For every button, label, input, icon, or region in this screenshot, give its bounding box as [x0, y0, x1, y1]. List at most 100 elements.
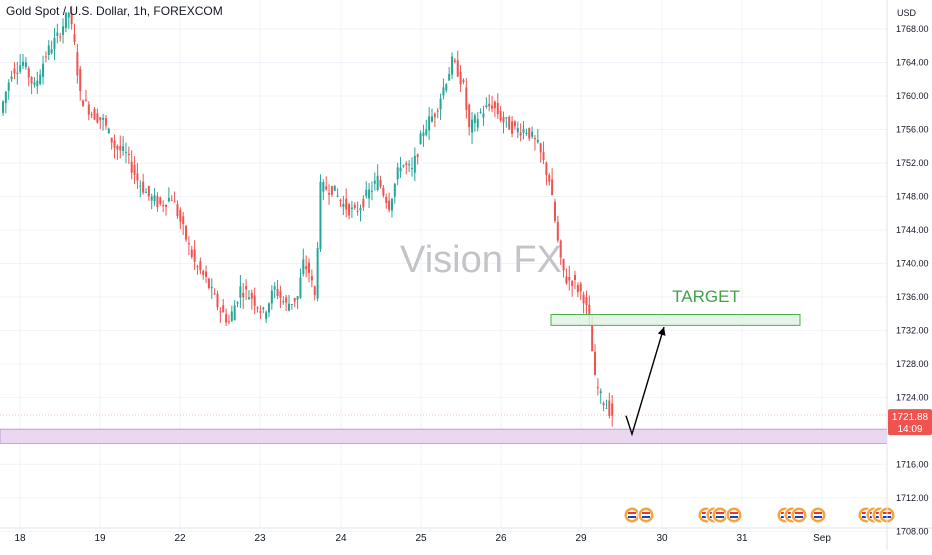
candle-body: [574, 275, 576, 281]
candle-body: [273, 286, 276, 290]
candle-body: [104, 118, 107, 126]
candle-body: [285, 297, 288, 303]
candle-body: [225, 314, 228, 323]
currency-label: USD: [897, 8, 917, 18]
us-flag-event-icon: [809, 506, 827, 524]
time-tick: 26: [495, 533, 507, 544]
candle-body: [322, 182, 325, 192]
candle-body: [519, 132, 522, 136]
support-zone[interactable]: [0, 428, 888, 444]
candle-body: [73, 34, 76, 42]
candle-body: [279, 291, 282, 298]
candle-body: [239, 286, 242, 298]
price-axis[interactable]: 1768.00 1764.00 1760.00 1756.00 1752.00 1748.…: [896, 24, 929, 536]
candle-body: [19, 65, 22, 72]
last-price-value: 1721.88: [892, 412, 929, 423]
candle-body: [348, 204, 351, 216]
candle-body: [542, 152, 545, 161]
candle-body: [56, 32, 59, 36]
candle-body: [499, 111, 502, 121]
candle-body: [459, 71, 462, 85]
candle-body: [227, 321, 230, 323]
candle-body: [356, 210, 359, 212]
candle-body: [405, 163, 408, 166]
candle-body: [436, 110, 439, 112]
candle-body: [290, 303, 293, 305]
arrow-head-icon: [657, 327, 666, 336]
candle-body: [453, 60, 456, 62]
candle-body: [53, 38, 56, 49]
candle-body: [502, 117, 505, 123]
us-flag-event-icon: [637, 506, 655, 524]
candle-body: [179, 210, 182, 222]
candle-body: [193, 249, 196, 262]
candle-body: [122, 146, 125, 151]
price-tick: 1756.00: [896, 125, 929, 135]
candle-body: [233, 305, 236, 321]
candle-body: [96, 113, 99, 123]
candle-body: [176, 204, 179, 217]
candle-body: [170, 199, 173, 201]
time-tick: 29: [575, 533, 587, 544]
candle-body: [511, 121, 514, 134]
candle-body: [545, 162, 548, 176]
candle-body: [376, 175, 379, 191]
time-axis[interactable]: 18 19 22 23 24 25 26 29 30 31 Sep: [14, 533, 831, 544]
target-zone[interactable]: [550, 313, 801, 326]
candle-body: [448, 73, 451, 81]
candle-body: [345, 198, 348, 210]
candle-body: [476, 119, 479, 128]
candle-body: [585, 297, 588, 306]
candle-body: [222, 305, 225, 313]
candle-body: [259, 311, 262, 313]
candle-body: [513, 121, 516, 127]
candle-body: [516, 127, 519, 133]
projection-arrow[interactable]: [625, 326, 665, 437]
candle-body: [90, 114, 93, 116]
last-price-badge: 1721.88 14:09: [888, 409, 932, 436]
candle-body: [588, 304, 591, 317]
candle-body: [87, 104, 90, 115]
candle-body: [245, 285, 248, 290]
candle-body: [270, 290, 273, 304]
candle-body: [533, 138, 536, 140]
candle-body: [99, 117, 102, 121]
candle-body: [568, 276, 571, 281]
candle-body: [330, 186, 333, 195]
candle-body: [185, 225, 188, 240]
candle-body: [413, 155, 416, 173]
candle-body: [579, 283, 582, 292]
candle-body: [253, 295, 256, 306]
candle-body: [445, 84, 448, 91]
candle-body: [505, 117, 508, 119]
time-tick: 19: [94, 533, 106, 544]
candle-body: [147, 186, 150, 197]
candle-body: [591, 325, 594, 352]
candle-body: [325, 186, 328, 190]
candle-body: [293, 298, 296, 302]
candle-body: [187, 243, 190, 245]
candle-body: [342, 203, 345, 207]
candle-body: [205, 271, 208, 277]
candle-body: [416, 154, 419, 158]
time-tick: 22: [174, 533, 186, 544]
candle-body: [410, 167, 413, 169]
symbol-title: Gold Spot / U.S. Dollar, 1h, FOREXCOM: [6, 4, 223, 18]
candle-body: [173, 201, 176, 203]
candle-body: [582, 294, 585, 304]
candle-body: [162, 205, 165, 207]
candle-body: [611, 403, 614, 416]
candle-body: [47, 45, 50, 55]
candle-body: [296, 296, 299, 300]
economic-events: [623, 506, 896, 524]
candle-body: [84, 99, 87, 101]
candle-body: [102, 117, 105, 120]
candle-body: [230, 311, 233, 321]
candle-body: [465, 87, 468, 110]
price-tick: 1708.00: [896, 526, 929, 536]
price-tick: 1728.00: [896, 359, 929, 369]
candle-body: [62, 26, 65, 35]
candle-body: [393, 183, 396, 197]
